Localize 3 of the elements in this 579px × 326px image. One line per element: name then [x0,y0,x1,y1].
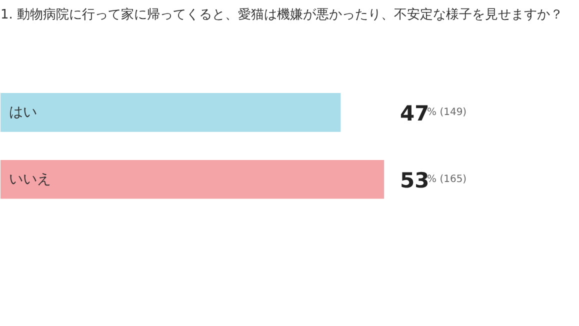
y-tick-label: いいえ [9,171,52,188]
chart-title: 1. 動物病院に行って家に帰ってくると、愛猫は機嫌が悪かったり、不安定な様子を見せますか？ [0,6,564,22]
y-tick-label: はい [9,104,38,120]
